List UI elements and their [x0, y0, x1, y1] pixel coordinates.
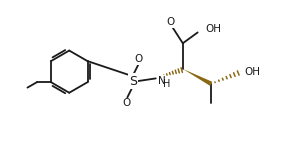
Polygon shape [183, 69, 212, 86]
Text: N: N [158, 76, 166, 86]
Text: O: O [123, 98, 131, 108]
Text: OH: OH [245, 67, 261, 77]
Text: H: H [163, 79, 171, 89]
Text: S: S [129, 75, 137, 88]
Text: O: O [135, 54, 143, 64]
Text: OH: OH [205, 24, 221, 34]
Text: O: O [167, 17, 175, 27]
